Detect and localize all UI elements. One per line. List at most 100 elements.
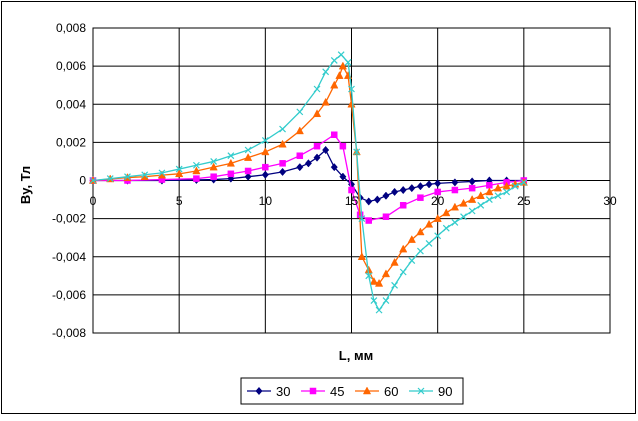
legend-label: 45 [330,384,344,399]
data-point [399,244,408,253]
data-point [408,184,416,193]
data-point [369,276,379,285]
data-point [358,215,366,223]
data-point [434,188,441,196]
data-point [477,201,485,209]
data-point [89,177,97,184]
data-point [313,153,321,162]
data-point [433,214,442,222]
data-point [296,152,304,159]
data-point [502,181,511,190]
data-point [399,185,407,195]
series-90 [89,51,528,314]
data-point [451,219,459,226]
data-point [348,186,355,194]
data-point [279,167,287,177]
data-point [503,188,511,196]
legend: 30 45 60 90 [240,377,464,405]
y-axis-title: By, Тл [18,166,33,204]
data-point [158,169,166,177]
data-point [261,170,269,179]
data-point [278,139,287,148]
data-point [370,297,378,305]
data-point [382,213,390,220]
data-point [476,191,485,199]
data-point [124,173,131,181]
y-tick-label: -0,006 [52,288,86,302]
x-tick-label: 0 [90,194,97,208]
data-point [416,227,425,236]
data-point [381,269,391,278]
data-point [262,163,269,171]
data-point [330,80,339,89]
data-point [357,252,366,260]
data-point [399,202,407,209]
data-point [511,182,519,190]
legend-label: 90 [438,384,452,399]
data-point [399,268,407,276]
data-point [244,146,252,154]
data-point [407,235,416,243]
data-point [226,158,235,167]
y-tick-label: 0,006 [56,59,86,73]
data-point [243,153,253,161]
data-point [425,239,433,247]
tick-labels: 0 5 10 15 20 25 30 0,008 0,006 0,004 0,002 0 -0,002 -… [52,21,617,340]
data-point [322,145,330,155]
data-point [279,125,286,133]
data-point [210,173,217,180]
data-point [460,213,467,221]
data-point [373,195,381,204]
data-point [382,297,390,305]
data-point [339,142,347,150]
y-tick-label: 0,002 [56,135,86,149]
data-point [493,183,503,192]
y-tick-label: -0,002 [52,212,86,226]
data-point [468,184,476,192]
y-tick-label: 0,008 [56,21,86,35]
data-point [209,162,218,171]
x-axis-title: L, мм [339,348,373,363]
data-point [335,71,344,79]
data-point [337,51,345,59]
data-point [227,152,235,160]
data-point [331,131,338,138]
data-point [451,178,459,187]
x-tick-label: 20 [431,194,445,208]
x-tick-label: 25 [517,194,531,208]
data-point [468,207,476,215]
data-point [338,61,347,70]
y-tick-label: 0 [79,174,86,188]
data-point [451,186,459,194]
data-point [141,171,149,179]
x-tick-label: 15 [345,194,359,208]
data-point [468,195,477,203]
legend-marker [417,387,425,395]
legend-entry: 45 [301,384,344,399]
legend-label: 30 [276,384,290,399]
data-point [365,272,373,280]
data-point [365,197,373,206]
data-point [106,175,114,183]
data-point [193,175,200,182]
data-point [375,306,383,314]
data-point [313,85,321,93]
data-point [450,202,460,211]
data-point [295,126,304,135]
data-point [459,198,468,207]
series-layer [88,51,528,314]
data-point [296,163,304,172]
legend-marker [255,386,263,396]
data-point [485,196,493,203]
data-point [391,281,399,289]
y-tick-label: -0,004 [52,250,86,264]
data-point [227,170,235,178]
data-point [192,166,201,175]
data-point [382,191,390,200]
data-point [365,217,372,224]
data-point [261,137,269,144]
data-point [227,174,235,183]
data-point [424,219,434,228]
data-point [486,182,493,189]
